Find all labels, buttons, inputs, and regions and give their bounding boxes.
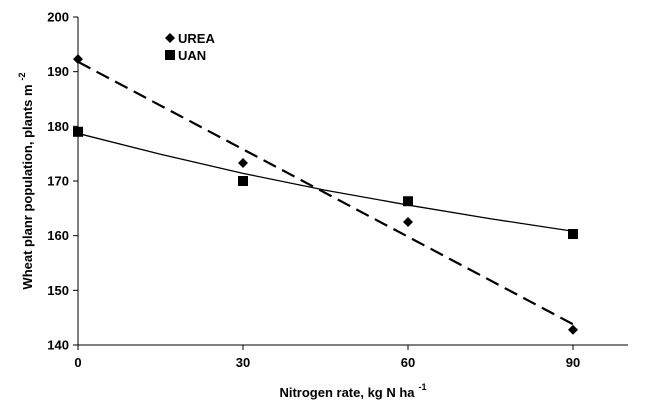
trend-line-uan: [77, 132, 574, 232]
legend-label-uan: UAN: [178, 48, 206, 63]
y-tick-label: 140: [47, 338, 69, 353]
data-point-urea: [238, 157, 248, 168]
y-tick-label: 190: [47, 64, 69, 79]
data-point-urea: [403, 217, 413, 227]
trend-line-urea: [77, 60, 574, 326]
x-tick-label: 60: [401, 355, 415, 370]
legend-marker-uan: [165, 50, 175, 60]
legend: UREA UAN: [165, 31, 215, 63]
y-tick-label: 150: [47, 283, 69, 298]
y-tick-label: 170: [47, 174, 69, 189]
legend-marker-urea: [165, 33, 175, 43]
axis-labels: Nitrogen rate, kg N ha -1 Wheat planr popu…: [17, 72, 427, 400]
data-points: [73, 54, 578, 335]
x-tick-label: 30: [236, 355, 250, 370]
y-tick-label: 200: [47, 10, 69, 25]
y-axis-title: Wheat planr population, plants m -2: [17, 72, 35, 289]
x-axis-title-exponent: -1: [419, 382, 427, 392]
y-tick-label: 160: [47, 228, 69, 243]
y-tick-label: 180: [47, 119, 69, 134]
legend-label-urea: UREA: [178, 31, 215, 46]
data-point-urea: [568, 324, 578, 335]
data-point-uan: [403, 196, 413, 207]
data-point-uan: [238, 176, 248, 186]
data-point-uan: [568, 229, 578, 240]
axes: 140 150 160 170 180 190 200 0 30 60 90: [47, 10, 628, 370]
data-point-urea: [73, 54, 83, 65]
y-axis-title-text: Wheat planr population, plants m: [20, 84, 35, 289]
x-axis-title: Nitrogen rate, kg N ha -1: [279, 382, 426, 400]
x-tick-label: 90: [566, 355, 580, 370]
data-point-uan: [73, 126, 83, 137]
x-axis-title-text: Nitrogen rate, kg N ha: [279, 385, 415, 400]
trend-lines: [77, 60, 574, 326]
x-tick-label: 0: [74, 355, 81, 370]
y-axis-title-exponent: -2: [17, 72, 27, 80]
